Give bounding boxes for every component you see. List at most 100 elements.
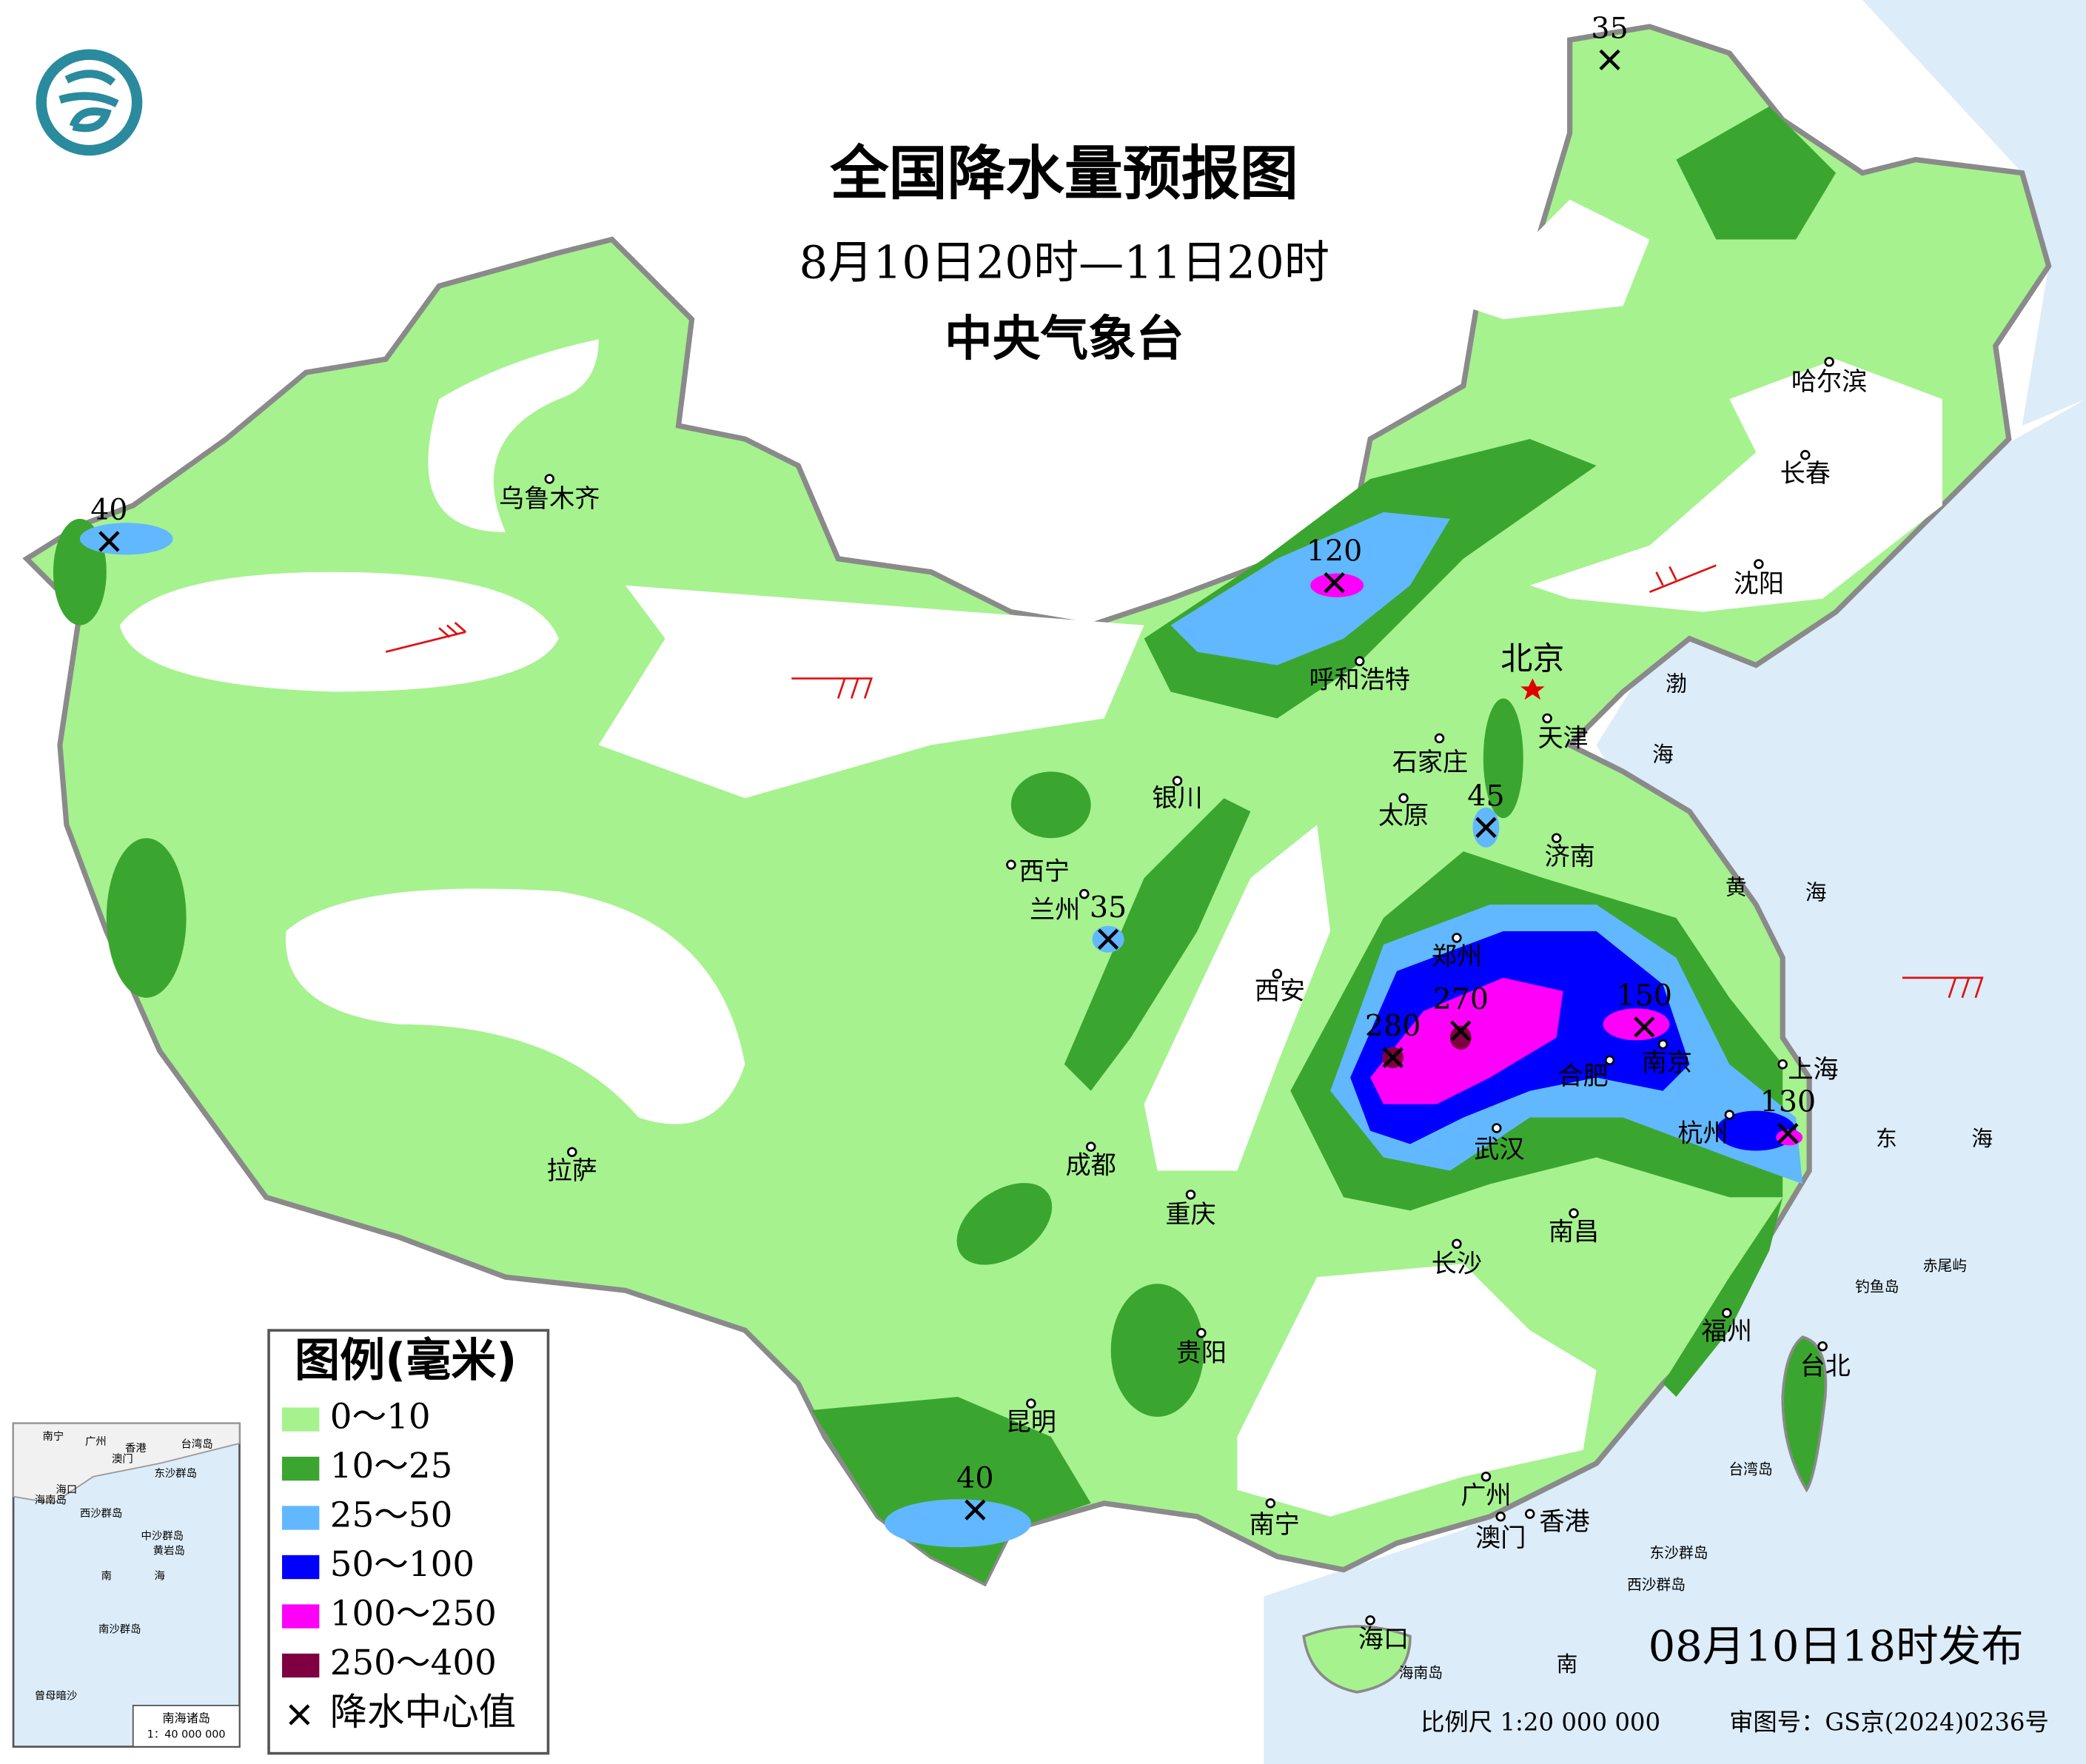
dry-area	[119, 571, 559, 692]
center-value: 35	[1090, 891, 1127, 925]
rain-10-25	[1483, 698, 1523, 819]
inset-label: 西沙群岛	[80, 1507, 122, 1520]
rain-25-50	[1170, 512, 1450, 665]
city-label: 长沙	[1432, 1250, 1482, 1279]
sea-label: 黄	[1726, 874, 1747, 899]
dry-area	[1144, 825, 1331, 1171]
city-label: 重庆	[1165, 1200, 1215, 1230]
precipitation-areas	[53, 106, 1942, 1583]
rain-10-25	[1064, 798, 1251, 1091]
center-value: 35	[1591, 11, 1628, 45]
inset-label: 曾母暗沙	[35, 1689, 77, 1702]
city-dot	[1398, 793, 1409, 804]
island-label: 赤尾屿	[1923, 1257, 1967, 1274]
city-label: 拉萨	[547, 1156, 597, 1186]
rain-10-25	[1010, 771, 1091, 839]
city-dot	[1800, 449, 1811, 460]
city-label: 石家庄	[1392, 748, 1468, 777]
wind-barb	[1649, 564, 1717, 593]
city-label: 呼和浩特	[1309, 665, 1410, 695]
legend-swatch	[282, 1653, 320, 1678]
city-label: 贵阳	[1176, 1338, 1227, 1368]
city-dot	[1542, 713, 1552, 724]
center-value: 270	[1433, 982, 1489, 1016]
city-label: 西安	[1255, 976, 1305, 1006]
hainan	[1302, 1625, 1412, 1694]
dry-area	[1463, 199, 1650, 320]
rain-10-25	[1676, 106, 1837, 240]
city-dot	[1824, 357, 1834, 367]
rain-10-25	[1663, 1197, 1783, 1397]
wind-barb	[791, 677, 873, 699]
title: 全国降水量预报图	[830, 138, 1298, 207]
city-label: 上海	[1788, 1055, 1838, 1084]
center-value: 40	[90, 493, 127, 527]
center-cross	[965, 1499, 986, 1520]
rain-25-50	[79, 523, 173, 555]
city-label: 乌鲁木齐	[499, 484, 600, 514]
city-dot	[1721, 1308, 1732, 1318]
city-dot	[1657, 1039, 1669, 1050]
approval-number: 审图号：GS京(2024)0236号	[1729, 1708, 2049, 1737]
inset-label: 东沙群岛	[155, 1467, 197, 1480]
sea-label: 渤	[1666, 671, 1687, 697]
city-dot	[1365, 1615, 1375, 1626]
dry-area	[428, 339, 599, 532]
island-label: 东沙群岛	[1650, 1545, 1708, 1562]
city-dot	[1569, 1208, 1579, 1218]
legend-cross	[289, 1704, 310, 1726]
city-label: 南京	[1642, 1048, 1692, 1078]
city-label: 银川	[1152, 784, 1202, 814]
legend-label: 10～25	[330, 1446, 453, 1486]
center-value: 130	[1760, 1085, 1816, 1119]
legend-box	[267, 1329, 550, 1755]
city-dot	[1079, 888, 1090, 899]
inset-label: 南宁	[43, 1430, 64, 1443]
island-label: 西沙群岛	[1627, 1577, 1686, 1594]
wind-barbs	[385, 564, 1984, 999]
wind-barb	[1902, 976, 1984, 999]
inset-label: 广州	[85, 1435, 107, 1448]
city-label: 海口	[1358, 1624, 1409, 1654]
city-label: 武汉	[1474, 1135, 1524, 1164]
city-dot	[1354, 656, 1365, 666]
city-dot	[1185, 1190, 1196, 1200]
city-label: 济南	[1545, 842, 1595, 872]
city-label: 昆明	[1006, 1407, 1056, 1437]
city-dot	[1265, 1498, 1276, 1509]
map-scale: 比例尺 1:20 000 000	[1421, 1708, 1660, 1737]
dry-area	[598, 585, 1144, 799]
center-value: 45	[1467, 779, 1504, 813]
center-cross	[1634, 1016, 1655, 1038]
center-value: 150	[1617, 979, 1672, 1013]
city-dot	[1754, 559, 1764, 569]
center-cross	[1599, 49, 1620, 71]
inset-label: 澳门	[112, 1452, 133, 1465]
dry-area	[285, 888, 745, 1124]
legend-swatch	[282, 1456, 320, 1481]
legend-label: 0～10	[330, 1398, 431, 1438]
rain-10-25	[811, 1396, 1091, 1583]
sea-label: 海	[1652, 742, 1674, 767]
inset-label: 海	[155, 1570, 165, 1583]
center-cross	[1097, 928, 1119, 950]
issuer: 中央气象台	[945, 311, 1184, 366]
dry-area	[1237, 1264, 1597, 1517]
rain-25-50	[885, 1499, 1031, 1548]
inset-label: 南	[101, 1570, 112, 1583]
legend-label: 25～50	[330, 1496, 453, 1536]
city-dot	[1196, 1327, 1207, 1338]
legend-swatch	[282, 1407, 320, 1432]
city-label: 广州	[1460, 1480, 1511, 1510]
sea-label: 海	[1805, 880, 1827, 905]
center-value: 120	[1307, 534, 1362, 569]
city-dot	[1026, 1398, 1036, 1409]
city-dot	[1434, 733, 1445, 744]
inset	[12, 1422, 241, 1748]
city-label: 杭州	[1677, 1119, 1728, 1148]
center-value: 40	[956, 1461, 993, 1495]
inset-label: 南沙群岛	[98, 1623, 141, 1635]
rain-10-25	[956, 1183, 1053, 1265]
rain-10-25	[1110, 1284, 1204, 1417]
